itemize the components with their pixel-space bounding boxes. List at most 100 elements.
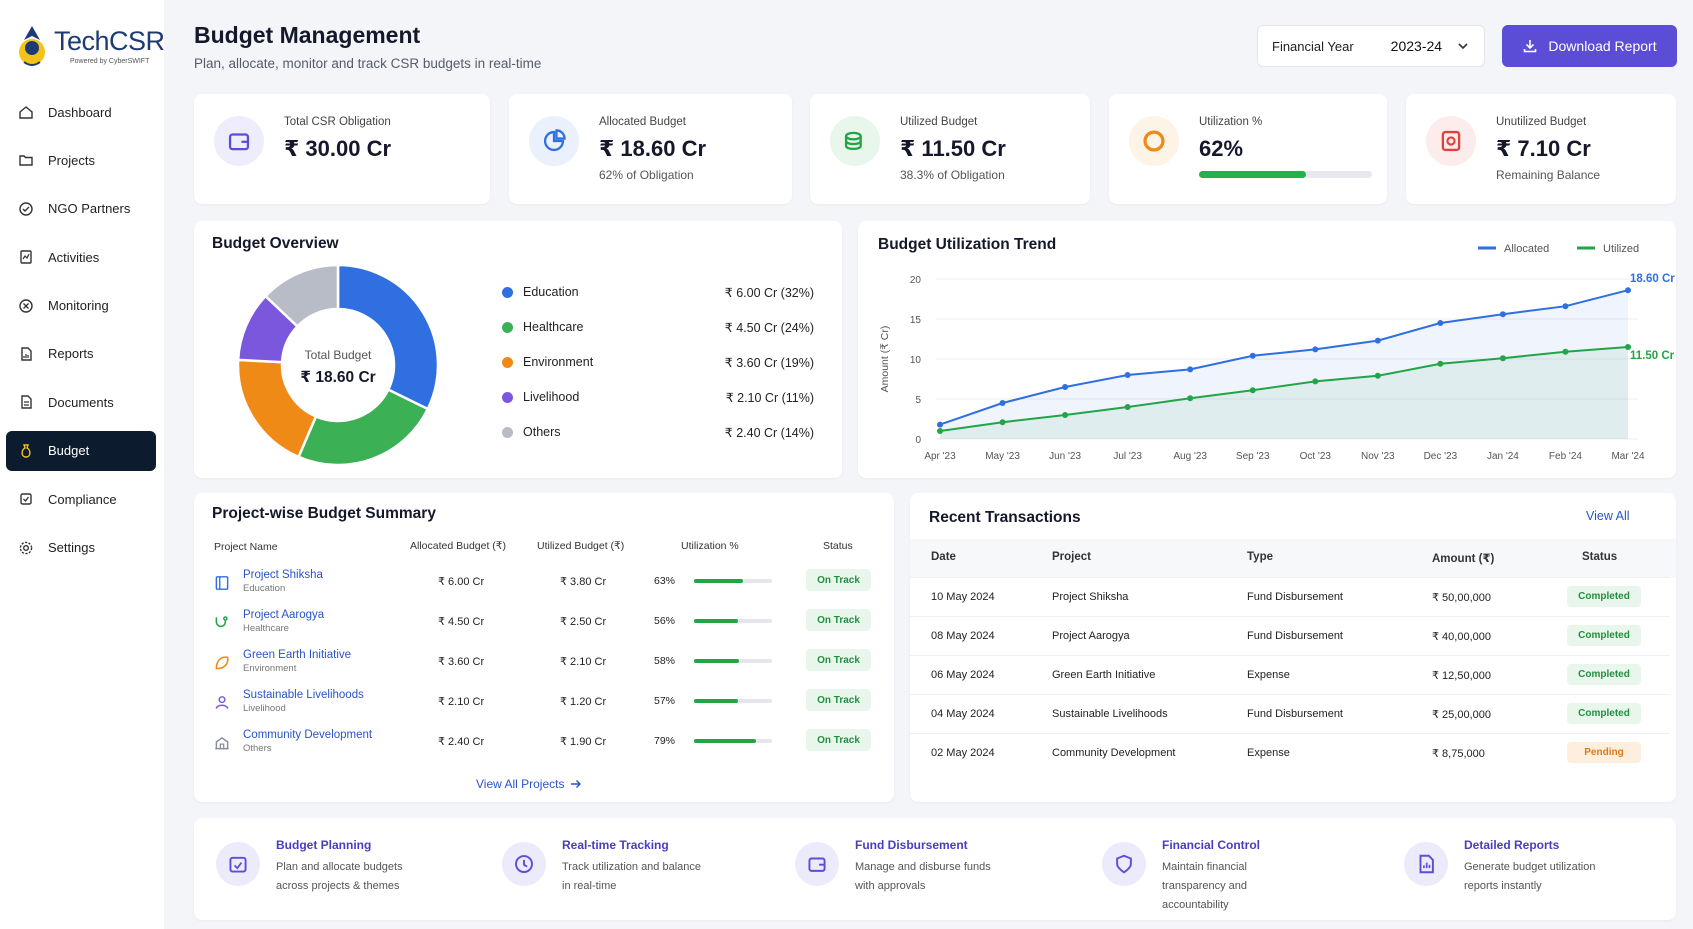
project-name-link[interactable]: Project Aarogya [243,609,325,621]
kpi-title: Allocated Budget [599,116,686,128]
donut-slice-others[interactable] [263,263,340,329]
data-point-utilized[interactable] [1312,378,1319,385]
kpi-card-0: Total CSR Obligation ₹ 30.00 Cr [194,94,490,204]
sidebar-item-documents[interactable]: Documents [6,382,156,422]
table-row[interactable]: Sustainable Livelihoods Livelihood ₹ 2.10 … [194,683,894,723]
financial-year-select[interactable]: Financial Year 2023-24 [1257,25,1485,67]
feature-description: Manage and disburse funds with approvals [855,861,991,892]
sidebar-item-reports[interactable]: Reports [6,334,156,374]
sidebar-item-budget[interactable]: Budget [6,430,156,471]
data-point-allocated[interactable] [1499,311,1506,318]
table-row[interactable]: 06 May 2024 Green Earth Initiative Expense… [910,655,1670,693]
legend-amount: ₹ 2.10 Cr (11%) [725,390,814,405]
table-row[interactable]: 08 May 2024 Project Aarogya Fund Disbursem… [910,616,1670,654]
sidebar-item-activities[interactable]: Activities [6,237,156,277]
txn-project: Sustainable Livelihoods [1052,708,1168,720]
data-point-allocated[interactable] [1062,384,1069,390]
money-bag-icon [18,443,34,459]
legend-item-healthcare: Healthcare ₹ 4.50 Cr (24%) [502,317,814,337]
status-badge: On Track [806,689,871,711]
y-tick-label: 20 [910,275,922,286]
sidebar-item-projects[interactable]: Projects [6,140,156,180]
feature-description: Generate budget utilization reports inst… [1464,861,1596,892]
txn-type: Expense [1247,747,1290,759]
donut-slice-healthcare[interactable] [296,387,430,467]
data-point-utilized[interactable] [1562,348,1569,355]
status-badge: On Track [806,729,871,751]
brand-logo[interactable]: TechCSR Powered by CyberSWIFT [12,20,165,76]
chevron-down-icon [1458,43,1468,50]
allocated-value: ₹ 2.40 Cr [438,736,485,748]
clock-icon [502,842,546,886]
data-point-allocated[interactable] [1437,320,1444,326]
data-point-allocated[interactable] [1625,287,1631,294]
sidebar-item-label: Activities [48,249,100,265]
data-point-utilized[interactable] [1374,372,1381,379]
brand-powered: Powered by CyberSWIFT [70,58,150,65]
project-summary-title: Project-wise Budget Summary [212,505,436,522]
view-all-projects-link[interactable]: View All Projects [476,777,582,791]
sidebar-item-compliance[interactable]: Compliance [6,479,156,519]
data-point-utilized[interactable] [999,419,1006,426]
sidebar-item-settings[interactable]: Settings [6,528,156,568]
project-name-link[interactable]: Project Shiksha [243,569,323,581]
table-row[interactable]: Project Aarogya Healthcare ₹ 4.50 Cr ₹ 2.50… [194,603,894,643]
data-point-utilized[interactable] [937,428,943,434]
data-point-allocated[interactable] [1124,372,1131,378]
data-point-utilized[interactable] [1249,387,1256,394]
table-row[interactable]: Project Shiksha Education ₹ 6.00 Cr ₹ 3.80 … [194,563,894,603]
table-row[interactable]: 04 May 2024 Sustainable Livelihoods Fund D… [910,694,1670,732]
shield-check-icon [18,491,34,507]
col-amount: Amount (₹) [1432,553,1495,565]
sidebar: TechCSR Powered by CyberSWIFT Dashboard P… [0,0,165,929]
data-point-allocated[interactable] [999,400,1006,406]
txn-date: 06 May 2024 [931,669,995,681]
data-point-allocated[interactable] [1187,366,1194,373]
x-tick-label: Oct '23 [1300,451,1332,462]
utilization-percent: 58% [654,655,676,667]
table-row[interactable]: 02 May 2024 Community Development Expense ₹… [910,733,1670,771]
kpi-value: ₹ 30.00 Cr [284,136,392,161]
feature-description: Track utilization and balance in real-ti… [562,861,702,892]
sidebar-item-label: Compliance [48,491,117,507]
data-point-allocated[interactable] [937,421,943,428]
sidebar-item-dashboard[interactable]: Dashboard [6,92,156,132]
data-point-allocated[interactable] [1562,303,1569,310]
feature-title: Budget Planning [276,838,372,852]
sidebar-item-monitoring[interactable]: Monitoring [6,286,156,326]
project-name-link[interactable]: Sustainable Livelihoods [243,689,364,701]
data-point-utilized[interactable] [1625,344,1631,350]
data-point-utilized[interactable] [1124,404,1131,410]
data-point-utilized[interactable] [1437,360,1444,367]
data-point-utilized[interactable] [1062,412,1069,418]
table-row[interactable]: Community Development Others ₹ 2.40 Cr ₹ 1.… [194,723,894,763]
data-point-allocated[interactable] [1312,346,1319,353]
project-name-link[interactable]: Green Earth Initiative [243,649,352,661]
donut-center-value: ₹ 18.60 Cr [300,369,376,386]
kpi-subtitle: Remaining Balance [1496,168,1601,182]
feature-description: Maintain financial transparency and acco… [1162,861,1247,911]
data-point-allocated[interactable] [1249,352,1256,359]
legend-item-livelihood: Livelihood ₹ 2.10 Cr (11%) [502,387,814,407]
table-row[interactable]: 10 May 2024 Project Shiksha Fund Disbursem… [910,577,1670,615]
features-card: Budget Planning Plan and allocate budgets… [194,818,1676,920]
x-tick-label: Mar '24 [1611,451,1644,462]
data-point-utilized[interactable] [1499,355,1506,362]
donut-slice-education[interactable] [336,263,440,411]
legend-amount: ₹ 2.40 Cr (14%) [724,425,814,440]
view-all-transactions-link[interactable]: View All [1586,509,1630,523]
utilization-percent: 57% [654,695,676,707]
feature-budget-planning: Budget Planning Plan and allocate budgets… [216,838,486,908]
project-name-link[interactable]: Community Development [243,729,373,741]
x-tick-label: Jun '23 [1049,451,1081,462]
data-point-utilized[interactable] [1187,395,1194,402]
txn-type: Fund Disbursement [1247,630,1343,642]
sidebar-item-ngo-partners[interactable]: NGO Partners [6,189,156,229]
legend-label: Allocated [1504,243,1549,255]
data-point-allocated[interactable] [1374,337,1381,344]
x-tick-label: Jan '24 [1487,451,1519,462]
table-row[interactable]: Green Earth Initiative Environment ₹ 3.60 … [194,643,894,683]
utilization-bar-fill [694,579,744,583]
gear-icon [18,540,34,556]
download-report-button[interactable]: Download Report [1502,25,1677,67]
